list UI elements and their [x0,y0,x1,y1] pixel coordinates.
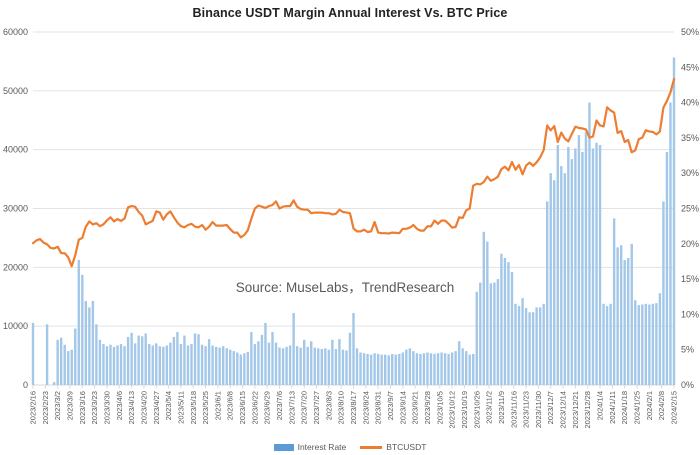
svg-text:50000: 50000 [3,86,28,96]
svg-text:2023/11/16: 2023/11/16 [509,391,518,428]
btcusdt-swatch-icon [360,445,383,449]
svg-text:2023/11/9: 2023/11/9 [497,391,506,424]
svg-text:2023/12/14: 2023/12/14 [559,391,568,429]
svg-text:40000: 40000 [3,145,28,155]
svg-text:2023/4/27: 2023/4/27 [152,391,161,424]
svg-text:2024/2/1: 2024/2/1 [645,391,654,420]
svg-text:2023/8/10: 2023/8/10 [337,391,346,424]
svg-text:2024/1/25: 2024/1/25 [633,391,642,424]
svg-text:35%: 35% [681,133,699,143]
svg-text:30%: 30% [681,168,699,178]
svg-text:2023/3/2: 2023/3/2 [53,391,62,420]
svg-text:2023/10/19: 2023/10/19 [460,391,469,429]
svg-text:10000: 10000 [3,321,28,331]
svg-text:2023/5/25: 2023/5/25 [201,391,210,424]
svg-text:2024/2/8: 2024/2/8 [657,391,666,420]
svg-text:15%: 15% [681,274,699,284]
svg-text:2023/8/3: 2023/8/3 [324,391,333,420]
svg-text:45%: 45% [681,62,699,72]
svg-text:2023/4/20: 2023/4/20 [139,391,148,424]
svg-text:2023/6/29: 2023/6/29 [263,391,272,424]
interest-rate-swatch-icon [273,443,294,451]
svg-text:2023/9/7: 2023/9/7 [386,391,395,420]
svg-text:2023/9/21: 2023/9/21 [411,391,420,424]
svg-text:2023/11/2: 2023/11/2 [485,391,494,424]
svg-text:2023/5/11: 2023/5/11 [176,391,185,424]
svg-text:2023/12/7: 2023/12/7 [546,391,555,424]
legend: Interest Rate BTCUSDT [0,442,700,452]
svg-text:2023/5/4: 2023/5/4 [164,391,173,420]
svg-text:2023/8/31: 2023/8/31 [374,391,383,424]
svg-text:2024/1/18: 2024/1/18 [620,391,629,424]
svg-text:0%: 0% [681,380,694,390]
chart-title: Binance USDT Margin Annual Interest Vs. … [192,6,508,20]
svg-text:2023/4/6: 2023/4/6 [115,391,124,420]
svg-text:2023/12/28: 2023/12/28 [583,391,592,429]
svg-text:2023/7/20: 2023/7/20 [300,391,309,424]
svg-text:2023/11/30: 2023/11/30 [534,391,543,428]
svg-text:50%: 50% [681,27,699,37]
svg-text:10%: 10% [681,309,699,319]
svg-text:2024/1/11: 2024/1/11 [608,391,617,424]
legend-label-interest-rate: Interest Rate [297,442,347,452]
svg-text:20%: 20% [681,239,699,249]
source-note: Source: MuseLabs，TrendResearch [235,280,455,295]
svg-text:2023/7/27: 2023/7/27 [312,391,321,424]
svg-text:2023/10/26: 2023/10/26 [472,391,481,429]
svg-text:40%: 40% [681,98,699,108]
legend-label-btcusdt: BTCUSDT [386,442,427,452]
svg-text:2024/2/15: 2024/2/15 [670,391,679,424]
svg-text:30000: 30000 [3,204,28,214]
svg-text:2023/11/23: 2023/11/23 [522,391,531,428]
svg-text:5%: 5% [681,345,694,355]
svg-text:2023/9/28: 2023/9/28 [423,391,432,424]
legend-item-btcusdt: BTCUSDT [360,442,426,452]
svg-text:2023/6/8: 2023/6/8 [226,391,235,420]
svg-text:2023/10/12: 2023/10/12 [448,391,457,429]
svg-text:2024/1/4: 2024/1/4 [596,391,605,420]
svg-text:2023/8/17: 2023/8/17 [349,391,358,424]
svg-text:2023/12/21: 2023/12/21 [571,391,580,429]
svg-text:2023/7/13: 2023/7/13 [287,391,296,424]
svg-text:2023/5/18: 2023/5/18 [189,391,198,424]
svg-text:2023/3/30: 2023/3/30 [102,391,111,424]
svg-text:2023/9/14: 2023/9/14 [398,391,407,424]
svg-text:2023/10/5: 2023/10/5 [435,391,444,424]
svg-text:2023/2/16: 2023/2/16 [29,391,38,424]
svg-text:2023/3/9: 2023/3/9 [65,391,74,420]
svg-text:25%: 25% [681,204,699,214]
svg-text:2023/4/13: 2023/4/13 [127,391,136,424]
svg-text:2023/7/6: 2023/7/6 [275,391,284,420]
svg-text:2023/6/15: 2023/6/15 [238,391,247,424]
svg-text:60000: 60000 [3,27,28,37]
svg-text:2023/6/22: 2023/6/22 [250,391,259,424]
svg-text:0: 0 [23,380,28,390]
svg-text:2023/6/1: 2023/6/1 [213,391,222,420]
svg-text:20000: 20000 [3,262,28,272]
svg-text:2023/8/24: 2023/8/24 [361,391,370,424]
svg-text:2023/2/23: 2023/2/23 [41,391,50,424]
svg-text:2023/3/16: 2023/3/16 [78,391,87,424]
legend-item-interest-rate: Interest Rate [273,442,347,452]
svg-text:2023/3/23: 2023/3/23 [90,391,99,424]
